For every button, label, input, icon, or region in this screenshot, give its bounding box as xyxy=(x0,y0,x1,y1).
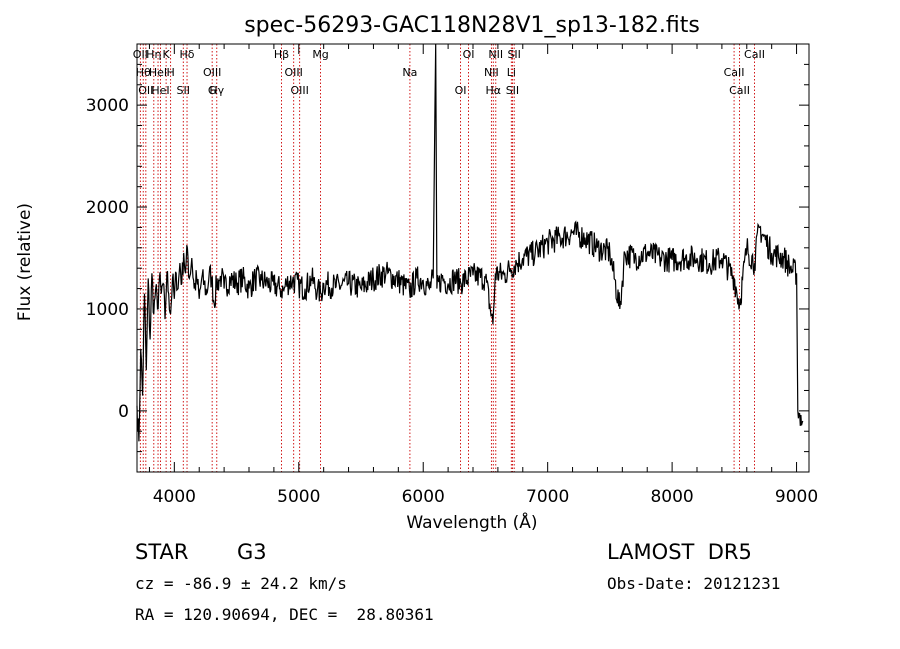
spectral-line-label: OIII xyxy=(290,84,308,97)
spectral-line-label: SII xyxy=(177,84,190,97)
tick-label: 3000 xyxy=(86,96,129,116)
tick-label: 7000 xyxy=(526,487,569,507)
spectrum-line xyxy=(136,43,804,442)
survey-name: LAMOST DR5 xyxy=(607,540,752,564)
axis-ticks xyxy=(137,44,809,472)
spectral-line-label: SII xyxy=(506,84,519,97)
tick-label: 4000 xyxy=(153,487,196,507)
spectral-line-label: Hγ xyxy=(209,84,224,97)
spectral-line-label: NII xyxy=(484,66,499,79)
spectral-line-label: SII xyxy=(507,48,520,61)
spectral-line-label: HeI xyxy=(151,84,169,97)
observation-date: Obs-Date: 20121231 xyxy=(607,574,781,593)
axis-tick-labels: 4000 5000 6000 7000 8000 9000 0 1000 2000 3000 xyxy=(86,96,818,507)
tick-label: 5000 xyxy=(277,487,320,507)
spectral-line-label: K xyxy=(163,48,171,61)
spectral-line-label: CaII xyxy=(724,66,745,79)
spectral-line-label: Mg xyxy=(312,48,328,61)
tick-label: 8000 xyxy=(650,487,693,507)
spectral-line-label: CaII xyxy=(744,48,765,61)
tick-label: 2000 xyxy=(86,198,129,218)
spectral-line-label: Hδ xyxy=(180,48,195,61)
tick-label: 9000 xyxy=(775,487,818,507)
spectral-line-label: Hθ xyxy=(136,66,151,79)
spectral-line-label: CaII xyxy=(729,84,750,97)
spectral-line-label: OIII xyxy=(203,66,221,79)
tick-label: 1000 xyxy=(86,300,129,320)
chart-title: spec-56293-GAC118N28V1_sp13-182.fits xyxy=(244,13,700,38)
spectral-line-label: Hβ xyxy=(274,48,289,61)
spectral-line-label: Na xyxy=(402,66,417,79)
spectral-line-label: G xyxy=(208,84,217,97)
tick-label: 6000 xyxy=(402,487,445,507)
y-axis-label: Flux (relative) xyxy=(15,203,35,321)
spectral-line-label: Hα xyxy=(486,84,502,97)
object-subclass: G3 xyxy=(237,540,267,564)
spectral-line-label: Li xyxy=(507,66,516,79)
plot-frame xyxy=(136,43,810,473)
spectral-line-label: OI xyxy=(463,48,475,61)
spectral-line-label: Hη xyxy=(146,48,161,61)
spectral-line-label: OII xyxy=(138,84,153,97)
spectral-line-markers xyxy=(139,44,755,472)
tick-label: 0 xyxy=(118,402,129,422)
spectral-line-label: HeI xyxy=(149,66,167,79)
spectral-line-label: OIII xyxy=(284,66,302,79)
redshift-cz: cz = -86.9 ± 24.2 km/s xyxy=(135,574,347,593)
coordinates: RA = 120.90694, DEC = 28.80361 xyxy=(135,605,434,624)
x-axis-label: Wavelength (Å) xyxy=(406,511,537,533)
spectral-line-label: NII xyxy=(488,48,503,61)
spectral-line-label: OI xyxy=(455,84,467,97)
spectral-line-labels: OIIHθOIIHηHeIHeIKHSIIHδOIIIGHγHβOIIIOIII… xyxy=(133,48,765,97)
spectral-line-label: H xyxy=(166,66,174,79)
object-class: STAR xyxy=(135,540,189,564)
